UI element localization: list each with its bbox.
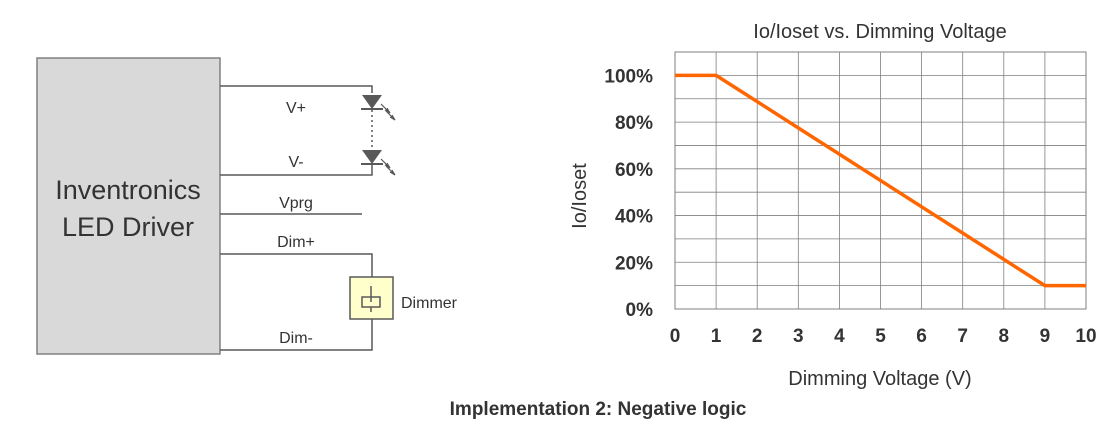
pin-dimminus-label: Dim-	[279, 330, 313, 347]
led-top-icon	[361, 95, 396, 121]
chart-series	[675, 73, 1086, 288]
series-line	[675, 73, 1086, 288]
x-tick-label: 10	[1075, 326, 1096, 347]
y-axis-label: Io/Ioset	[569, 163, 591, 229]
x-tick-label: 4	[834, 326, 845, 347]
vminus-wire	[220, 165, 373, 176]
x-tick-label: 5	[875, 326, 886, 347]
y-tick-label: 60%	[615, 160, 653, 181]
chart-ticks: 0 1 2 3 4 5 6 7 8 9 100%20%40%60%80%100%	[604, 66, 1096, 347]
vplus-wire	[220, 85, 373, 93]
chart-title: Io/Ioset vs. Dimming Voltage	[753, 21, 1006, 43]
dimmer-label: Dimmer	[401, 295, 458, 312]
chart-grid	[674, 51, 1087, 310]
x-tick-label: 8	[999, 326, 1010, 347]
x-tick-label: 3	[793, 326, 804, 347]
chart: Io/Ioset vs. Dimming Voltage 0 1 2 3 4 5 6 7 8 9 1…	[569, 21, 1097, 390]
x-tick-label: 9	[1040, 326, 1051, 347]
y-tick-label: 100%	[604, 66, 653, 87]
x-tick-label: 7	[957, 326, 968, 347]
pin-dimplus-label: Dim+	[277, 234, 315, 251]
pin-vprg-label: Vprg	[279, 195, 313, 212]
x-tick-label: 2	[752, 326, 763, 347]
x-tick-label: 0	[670, 326, 681, 347]
led-driver-box	[36, 57, 221, 355]
pin-vminus-label: V-	[288, 154, 303, 171]
y-tick-label: 80%	[615, 113, 653, 134]
pin-vplus-label: V+	[286, 100, 306, 117]
dimminus-wire	[220, 319, 373, 351]
x-tick-label: 1	[711, 326, 722, 347]
figure-caption: Implementation 2: Negative logic	[450, 399, 747, 420]
y-tick-label: 20%	[615, 253, 653, 274]
dimplus-wire	[220, 253, 373, 277]
driver-label-line2: LED Driver	[62, 212, 194, 242]
led-bottom-icon	[361, 150, 396, 176]
y-tick-label: 0%	[626, 300, 654, 321]
dimmer-icon	[349, 276, 394, 320]
x-axis-label: Dimming Voltage (V)	[788, 368, 971, 390]
x-tick-label: 6	[916, 326, 927, 347]
circuit-diagram: Inventronics LED Driver V+ V- Vprg Dim+	[36, 57, 458, 355]
y-tick-label: 40%	[615, 207, 653, 228]
driver-label-line1: Inventronics	[55, 175, 201, 205]
